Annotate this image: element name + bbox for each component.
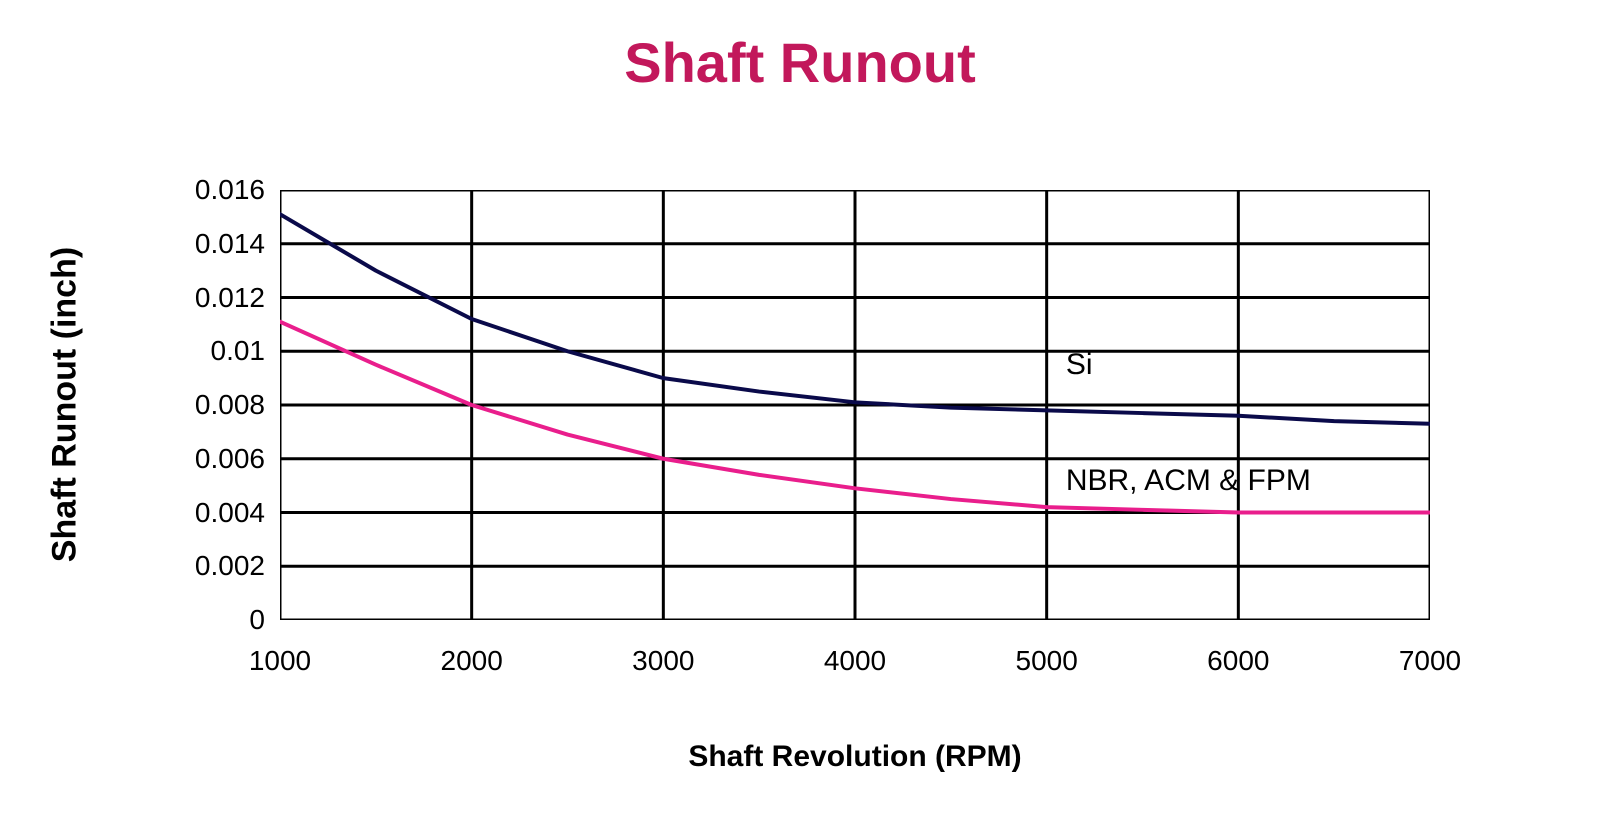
y-axis-label: Shaft Runout (inch) <box>46 190 85 620</box>
x-tick-label: 3000 <box>603 645 723 677</box>
chart-title: Shaft Runout <box>0 30 1600 95</box>
plot-area <box>280 190 1430 620</box>
x-tick-label: 6000 <box>1178 645 1298 677</box>
x-tick-label: 2000 <box>412 645 532 677</box>
x-tick-label: 4000 <box>795 645 915 677</box>
y-tick-label: 0.01 <box>211 335 266 367</box>
x-tick-label: 5000 <box>987 645 1107 677</box>
y-tick-label: 0.012 <box>195 282 265 314</box>
y-tick-label: 0.002 <box>195 550 265 582</box>
x-axis-label: Shaft Revolution (RPM) <box>280 740 1430 774</box>
series-label-Si: Si <box>1066 348 1093 382</box>
x-tick-label: 7000 <box>1370 645 1490 677</box>
y-tick-label: 0 <box>249 604 265 636</box>
plot-svg <box>280 190 1430 620</box>
y-tick-label: 0.008 <box>195 389 265 421</box>
x-tick-label: 1000 <box>220 645 340 677</box>
y-tick-label: 0.006 <box>195 443 265 475</box>
y-tick-label: 0.014 <box>195 228 265 260</box>
series-label-NBR_ACM_FPM: NBR, ACM & FPM <box>1066 464 1311 498</box>
chart-container: Shaft Runout Shaft Runout (inch) Shaft R… <box>0 0 1600 825</box>
y-tick-label: 0.004 <box>195 497 265 529</box>
y-tick-label: 0.016 <box>195 174 265 206</box>
